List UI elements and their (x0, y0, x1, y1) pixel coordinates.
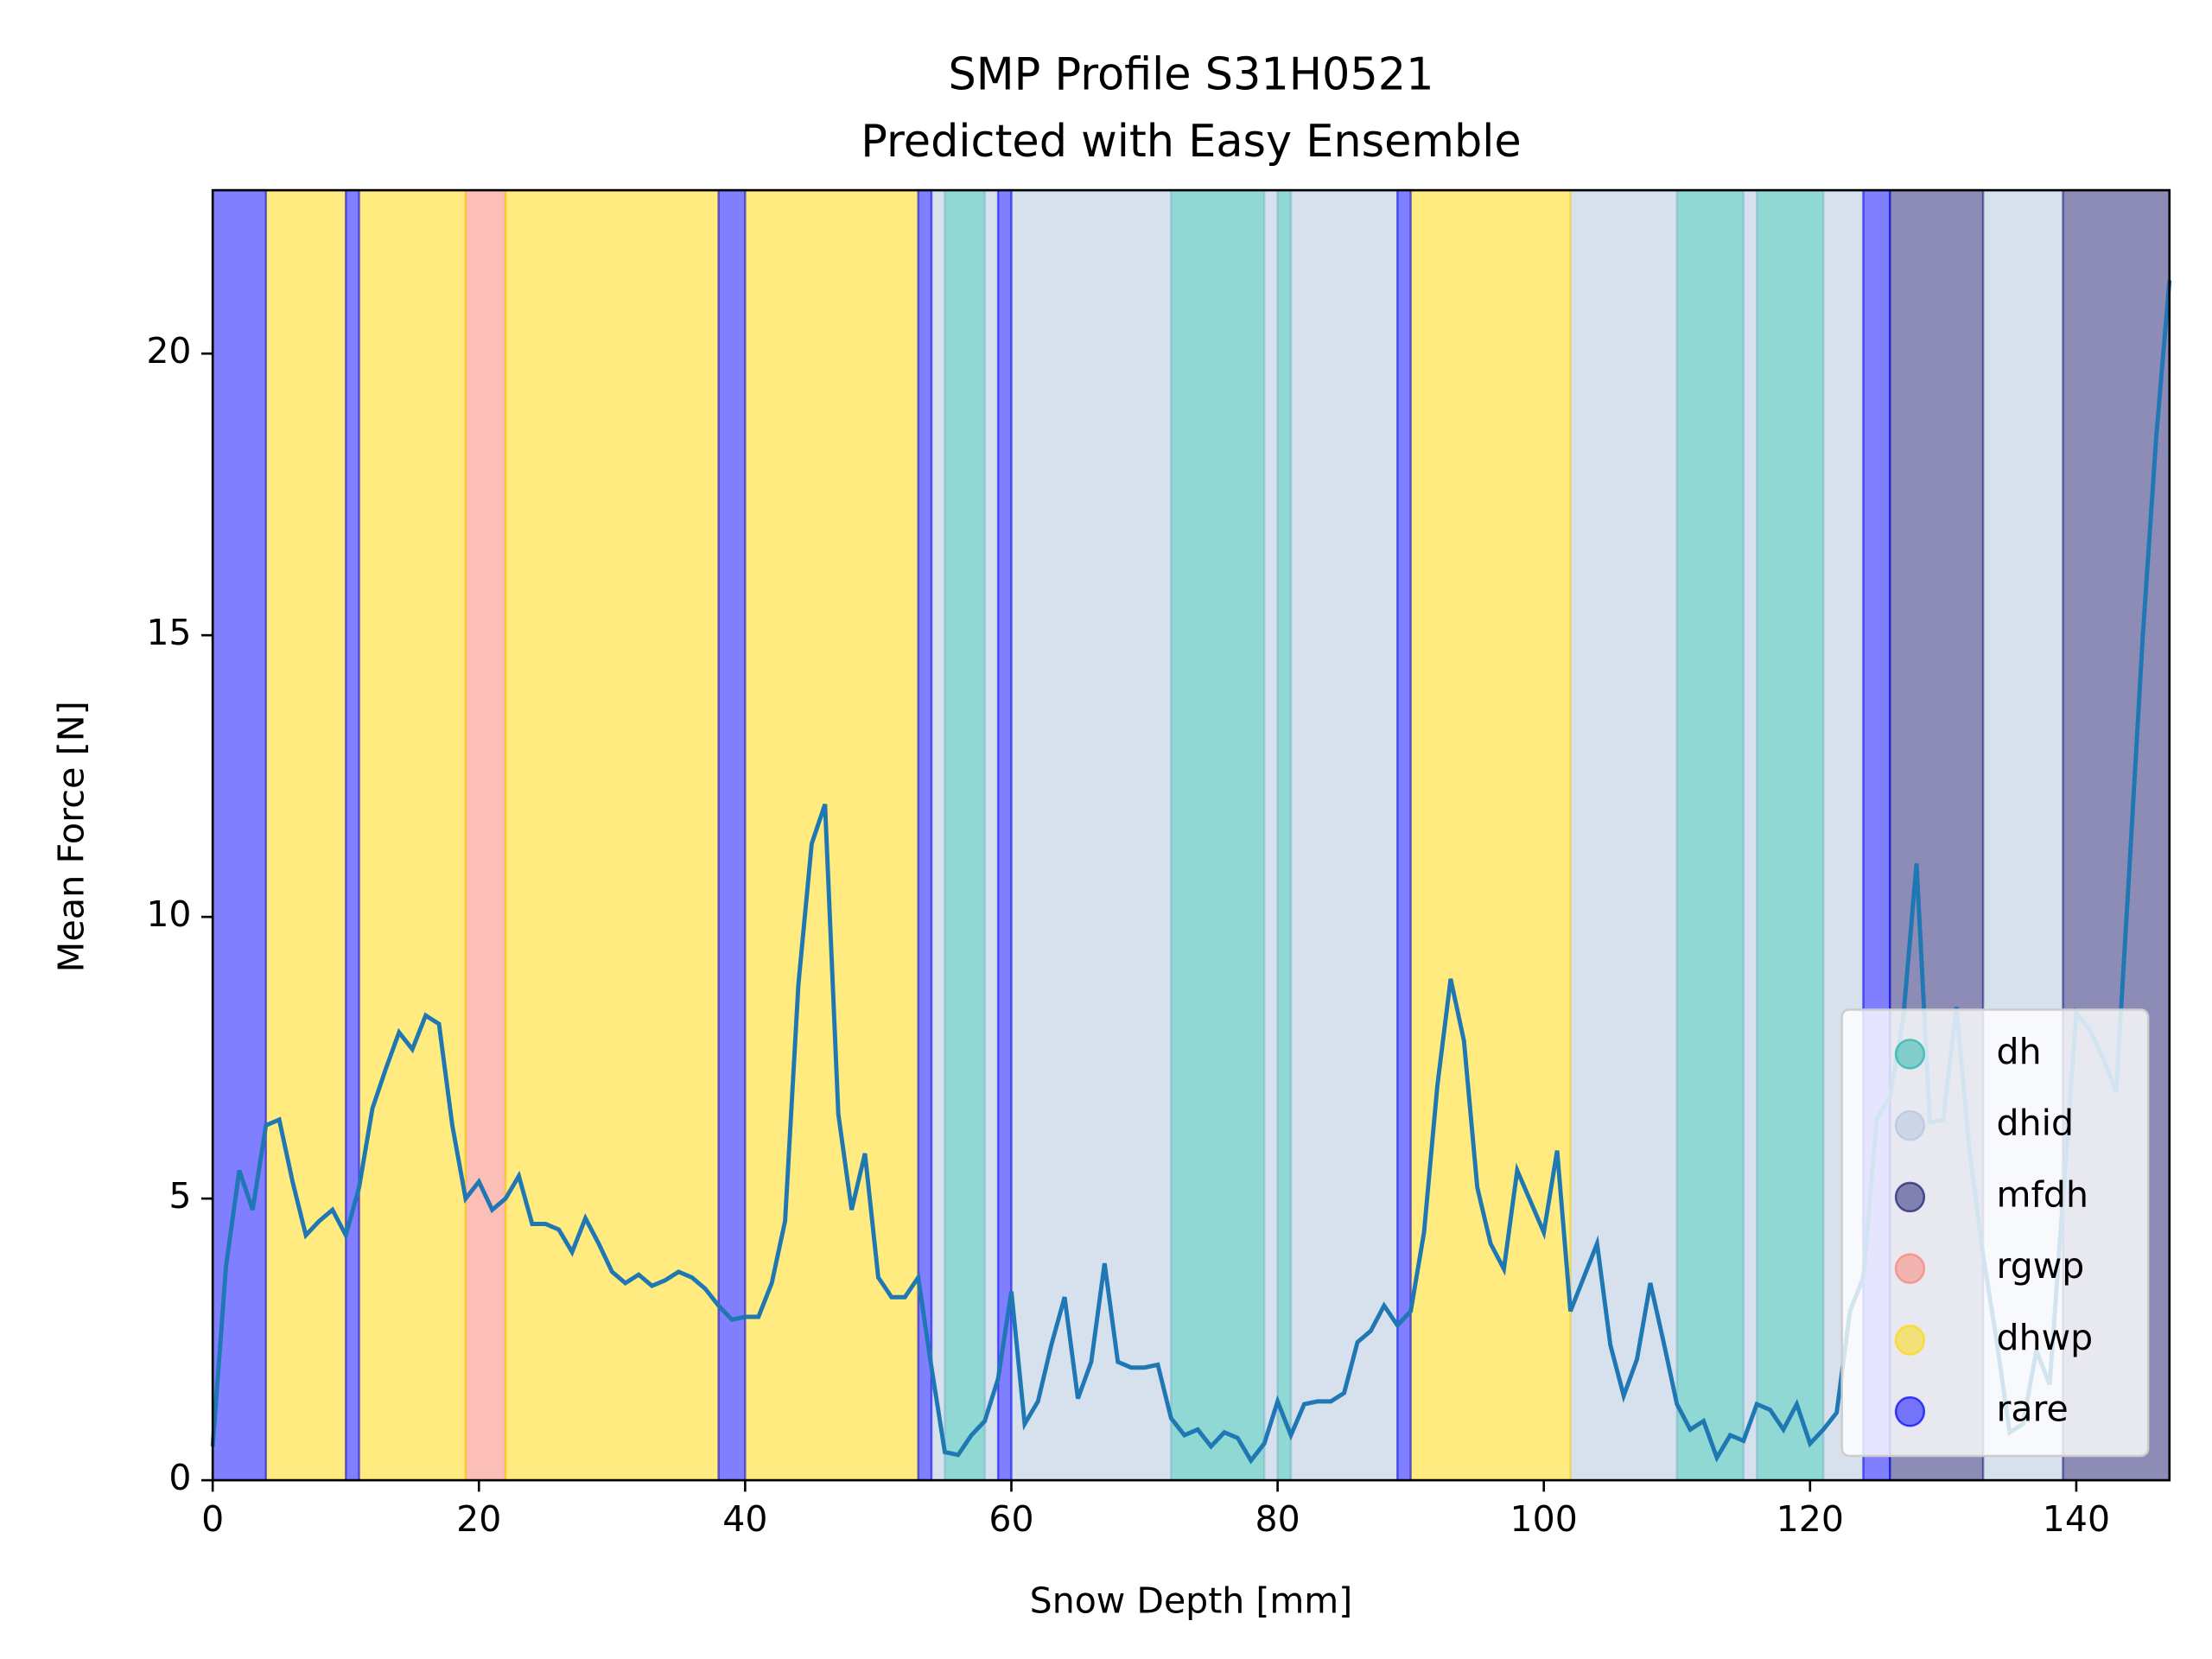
y-tick-label: 5 (168, 1175, 191, 1217)
class-band (1569, 188, 1678, 1482)
legend: dh dhid mfdh rgwp dhwp rare (1840, 1008, 2150, 1458)
class-band (264, 188, 347, 1482)
class-band (464, 188, 507, 1482)
x-tick-label: 80 (1255, 1498, 1300, 1540)
legend-label: dh (1997, 1031, 2042, 1072)
legend-label: dhid (1997, 1103, 2074, 1144)
class-band (1276, 188, 1293, 1482)
legend-marker (1894, 1109, 1926, 1141)
class-band (930, 188, 946, 1482)
legend-box (1840, 1008, 2150, 1458)
class-band (1409, 188, 1572, 1482)
legend-label: rare (1997, 1389, 2069, 1430)
chart-title: SMP Profile S31H0521 (948, 49, 1433, 100)
class-band (1010, 188, 1173, 1482)
x-tick-label: 20 (456, 1498, 501, 1540)
class-band (983, 188, 1000, 1482)
x-axis-label: Snow Depth [mm] (1030, 1580, 1353, 1621)
x-tick-label: 100 (1510, 1498, 1578, 1540)
x-tick-label: 60 (988, 1498, 1033, 1540)
class-band (1289, 188, 1399, 1482)
y-tick-label: 0 (168, 1457, 191, 1498)
class-band (358, 188, 467, 1482)
legend-marker (1894, 1395, 1926, 1427)
class-band (1262, 188, 1279, 1482)
chart-subtitle: Predicted with Easy Ensemble (861, 117, 1521, 168)
class-band (1675, 188, 1745, 1482)
x-tick-label: 140 (2043, 1498, 2110, 1540)
y-tick-label: 10 (146, 893, 191, 935)
plot-frame (211, 188, 2171, 1482)
class-band (944, 188, 986, 1482)
y-tick-label: 15 (146, 612, 191, 653)
legend-marker (1894, 1181, 1926, 1213)
x-tick-label: 120 (1777, 1498, 1844, 1540)
x-tick-label: 40 (722, 1498, 767, 1540)
class-band (344, 188, 360, 1482)
class-band (1170, 188, 1266, 1482)
y-tick-label: 20 (146, 330, 191, 372)
legend-label: mfdh (1997, 1173, 2088, 1215)
class-band (504, 188, 720, 1482)
class-band (1755, 188, 1825, 1482)
class-band (1742, 188, 1758, 1482)
legend-marker (1894, 1253, 1926, 1284)
x-tick-label: 0 (201, 1498, 224, 1540)
class-band (717, 188, 747, 1482)
legend-label: dhwp (1997, 1317, 2094, 1358)
class-band (211, 188, 268, 1482)
class-band (996, 188, 1013, 1482)
y-axis-label: Mean Force [N] (50, 701, 92, 972)
class-band (1396, 188, 1412, 1482)
legend-marker (1894, 1039, 1926, 1070)
legend-label: rgwp (1997, 1245, 2085, 1287)
legend-marker (1894, 1325, 1926, 1356)
